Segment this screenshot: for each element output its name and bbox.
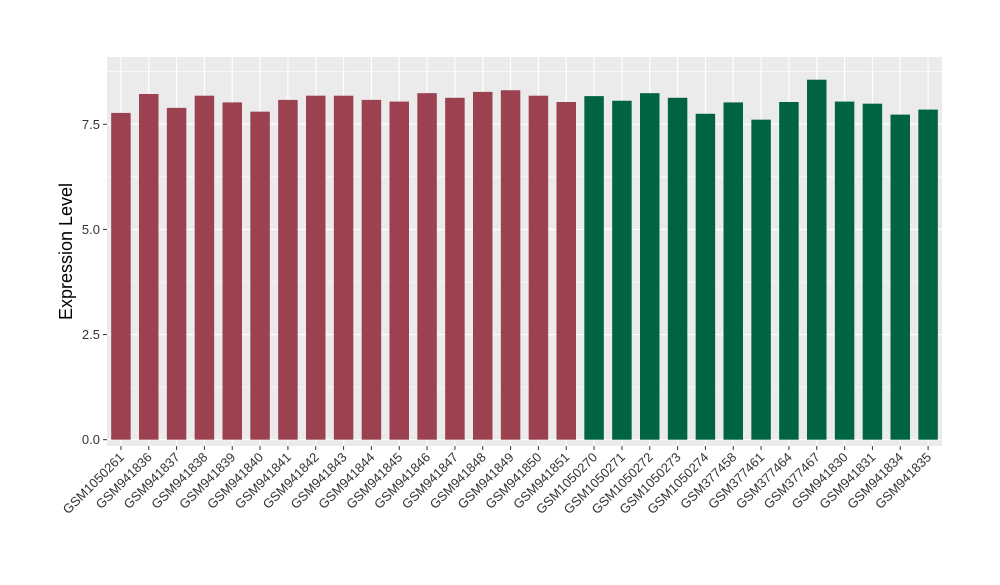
x-axis: GSM1050261GSM941836GSM941837GSM941838GSM… bbox=[60, 446, 934, 517]
bar-GSM1050270 bbox=[584, 96, 604, 440]
bar-GSM1050271 bbox=[612, 100, 632, 440]
bar-GSM941849 bbox=[500, 90, 521, 440]
bar-GSM941830 bbox=[834, 101, 855, 440]
bar-GSM377458 bbox=[723, 102, 743, 440]
bar-GSM377464 bbox=[779, 101, 799, 440]
bar-GSM941840 bbox=[250, 111, 270, 440]
y-tick-label: 2.5 bbox=[82, 327, 100, 342]
bar-GSM941831 bbox=[862, 103, 883, 440]
bar-GSM941850 bbox=[528, 95, 549, 440]
y-tick-label: 5.0 bbox=[82, 222, 100, 237]
y-axis-title: Expression Level bbox=[56, 183, 76, 320]
bar-GSM941845 bbox=[389, 101, 409, 440]
bar-GSM1050273 bbox=[667, 97, 688, 440]
bar-GSM941846 bbox=[417, 93, 437, 440]
bar-GSM941834 bbox=[890, 114, 910, 440]
bar-GSM941836 bbox=[139, 94, 159, 440]
bar-GSM1050274 bbox=[695, 113, 716, 440]
bar-GSM941851 bbox=[556, 101, 576, 440]
bar-GSM941839 bbox=[222, 102, 242, 440]
y-axis: 0.0 2.5 5.0 7.5 bbox=[82, 117, 107, 447]
bar-GSM1050261 bbox=[111, 112, 131, 440]
plot-panel bbox=[107, 57, 942, 446]
bar-GSM377467 bbox=[807, 79, 827, 440]
bar-GSM941847 bbox=[445, 97, 465, 440]
bar-GSM941841 bbox=[278, 99, 298, 440]
bar-GSM941848 bbox=[473, 91, 493, 440]
bar-GSM941835 bbox=[918, 109, 938, 440]
bar-GSM1050272 bbox=[640, 93, 660, 440]
bar-GSM941838 bbox=[194, 95, 215, 440]
bar-GSM941844 bbox=[361, 99, 382, 440]
bar-GSM941843 bbox=[333, 95, 354, 440]
bars bbox=[111, 79, 938, 440]
bar-GSM377461 bbox=[751, 119, 771, 440]
y-tick-label: 0.0 bbox=[82, 432, 100, 447]
bar-GSM941837 bbox=[166, 107, 187, 440]
y-tick-label: 7.5 bbox=[82, 117, 100, 132]
bar-GSM941842 bbox=[306, 95, 326, 440]
